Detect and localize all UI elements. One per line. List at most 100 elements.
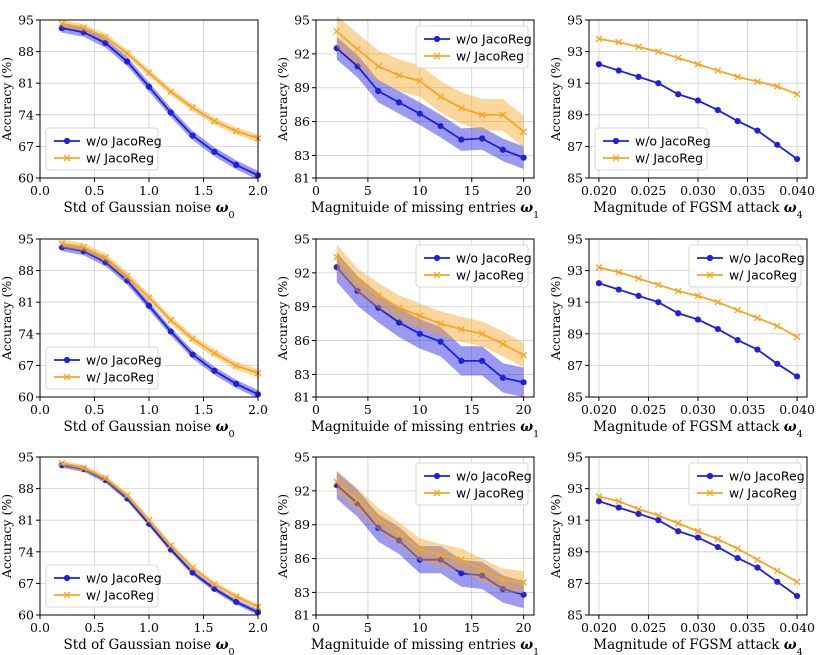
data-point bbox=[354, 277, 361, 285]
data-point bbox=[395, 319, 403, 326]
data-point bbox=[595, 493, 603, 500]
y-tick-label: 85 bbox=[567, 171, 583, 186]
y-axis-label: Accuracy (%) bbox=[275, 494, 290, 579]
confidence-band bbox=[336, 36, 524, 169]
x-tick-label: 0.020 bbox=[581, 402, 617, 417]
data-point bbox=[793, 155, 801, 163]
x-tick-label: 1.0 bbox=[139, 402, 159, 417]
data-point bbox=[595, 35, 603, 43]
y-tick-label: 93 bbox=[567, 44, 583, 59]
legend-marker bbox=[706, 271, 714, 279]
y-axis-label: Accuracy (%) bbox=[0, 494, 14, 579]
data-point bbox=[395, 71, 403, 79]
series-line bbox=[61, 22, 259, 140]
legend-label: w/ JacoReg bbox=[456, 486, 524, 501]
data-point bbox=[354, 287, 361, 295]
series-line bbox=[61, 246, 259, 396]
y-tick-label: 91 bbox=[567, 513, 583, 528]
data-point bbox=[124, 277, 131, 284]
data-point bbox=[595, 263, 603, 271]
subplot-r2c2: 85 87 89 91 93 95 0.020 0.025 0.030 0.035 0.040 Mag… bbox=[548, 450, 815, 655]
data-point bbox=[478, 135, 486, 142]
x-axis-label: Std of Gaussian noise ω0 bbox=[63, 637, 234, 655]
data-point bbox=[615, 38, 623, 46]
y-tick-label: 85 bbox=[567, 390, 583, 405]
data-point bbox=[520, 351, 528, 359]
plot-frame bbox=[315, 456, 535, 616]
x-tick-label: 0.035 bbox=[730, 620, 766, 635]
data-point bbox=[395, 537, 403, 544]
legend-label: w/ JacoReg bbox=[729, 486, 797, 501]
data-point bbox=[734, 73, 742, 81]
data-point bbox=[793, 333, 801, 341]
data-point bbox=[478, 330, 486, 338]
data-point bbox=[754, 346, 761, 353]
legend: w/o JacoReg w/ JacoReg bbox=[688, 244, 805, 288]
data-point bbox=[233, 598, 240, 606]
data-point bbox=[80, 24, 88, 32]
confidence-band bbox=[336, 244, 524, 368]
data-point bbox=[233, 161, 240, 169]
x-tick-label: 1.5 bbox=[194, 402, 214, 417]
legend-marker bbox=[63, 373, 71, 381]
data-point bbox=[675, 310, 682, 317]
data-point bbox=[499, 340, 507, 348]
data-point bbox=[354, 63, 361, 70]
data-point bbox=[145, 83, 153, 90]
data-point bbox=[101, 474, 109, 482]
data-point bbox=[437, 556, 444, 563]
data-point bbox=[232, 362, 240, 370]
data-point bbox=[124, 58, 131, 65]
data-point bbox=[80, 248, 87, 255]
data-point bbox=[675, 91, 682, 98]
legend-box bbox=[45, 564, 159, 608]
x-tick-label: 5 bbox=[364, 620, 372, 635]
data-point bbox=[395, 99, 403, 106]
data-point bbox=[458, 357, 465, 364]
x-tick-label: 0 bbox=[312, 183, 320, 198]
legend-box bbox=[688, 462, 802, 506]
data-point bbox=[210, 349, 218, 357]
x-tick-label: 15 bbox=[464, 402, 480, 417]
data-point bbox=[753, 314, 761, 322]
x-axis-label: Magnitude of FGSM attack ω4 bbox=[593, 419, 802, 440]
x-tick-label: 0.025 bbox=[631, 183, 667, 198]
data-point bbox=[333, 45, 340, 52]
data-point bbox=[189, 569, 196, 576]
data-point bbox=[58, 20, 66, 28]
series-line bbox=[336, 256, 525, 357]
x-tick-label: 0.0 bbox=[30, 183, 50, 198]
x-tick-label: 1.0 bbox=[139, 183, 159, 198]
data-point bbox=[734, 337, 741, 344]
data-point bbox=[374, 62, 382, 70]
x-tick-label: 0 bbox=[312, 402, 320, 417]
data-point bbox=[499, 111, 507, 119]
data-point bbox=[437, 320, 445, 328]
data-point bbox=[233, 380, 240, 388]
series-line bbox=[61, 462, 259, 608]
legend-label: w/ JacoReg bbox=[86, 151, 154, 166]
y-tick-label: 83 bbox=[294, 367, 310, 382]
data-point bbox=[167, 88, 175, 96]
subplot-r0c2: 85 87 89 91 93 95 0.020 0.025 0.030 0.035 0.040 Mag… bbox=[548, 13, 815, 221]
legend-box bbox=[415, 244, 529, 288]
data-point bbox=[499, 585, 506, 593]
x-tick-label: 0.5 bbox=[85, 620, 105, 635]
legend-marker bbox=[706, 472, 714, 480]
legend-marker bbox=[63, 356, 71, 364]
data-point bbox=[595, 61, 603, 68]
data-point bbox=[416, 330, 423, 337]
data-point bbox=[694, 97, 702, 104]
legend-marker bbox=[612, 137, 620, 145]
data-point bbox=[635, 510, 642, 517]
data-point bbox=[774, 141, 781, 148]
x-tick-label: 0.025 bbox=[631, 620, 667, 635]
data-point bbox=[654, 48, 662, 56]
series-line bbox=[336, 266, 524, 384]
x-tick-label: 0.040 bbox=[779, 402, 815, 417]
data-point bbox=[416, 110, 423, 117]
data-point bbox=[595, 498, 603, 505]
y-tick-label: 95 bbox=[294, 232, 310, 247]
x-axis-label: Magnituide of missing entries ω1 bbox=[311, 637, 539, 655]
legend-marker bbox=[63, 154, 71, 162]
